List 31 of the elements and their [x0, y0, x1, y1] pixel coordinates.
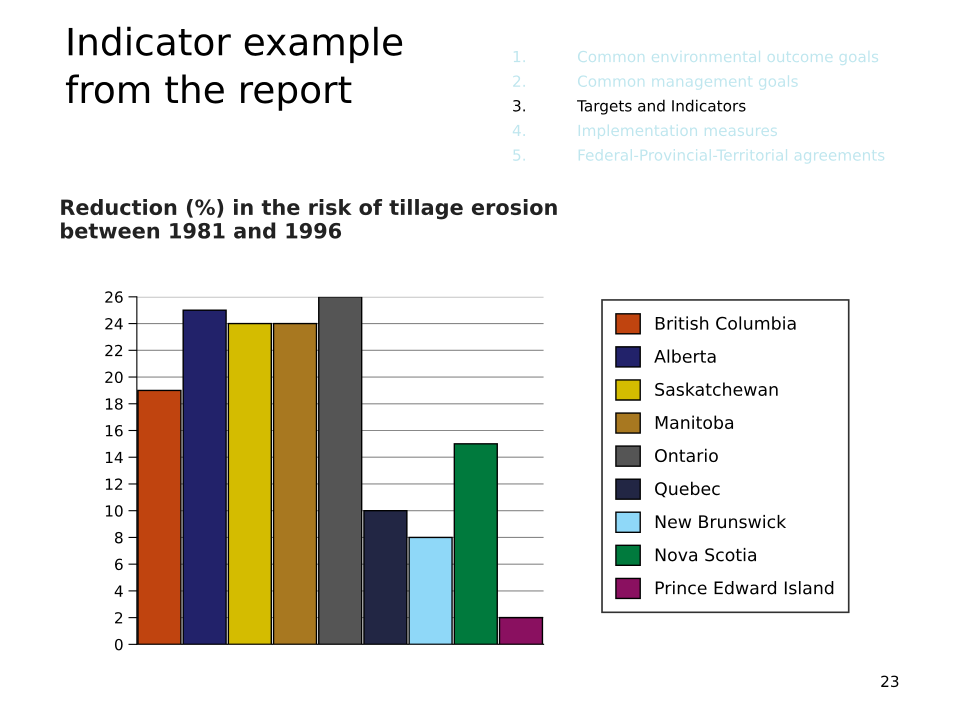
y-tick-label: 26: [105, 291, 123, 303]
y-tick-label: 4: [114, 586, 123, 597]
y-tick-label: 8: [114, 532, 123, 544]
text: 3. Targets and Indicators: [513, 100, 746, 115]
y-tick-label: 0: [114, 638, 123, 650]
text: 4. Implementation measures: [512, 124, 778, 140]
legend-label: Alberta: [654, 349, 716, 363]
legend-label: Quebec: [655, 482, 720, 498]
y-tick-label: 10: [106, 505, 123, 517]
y-tick-label: 24: [105, 318, 123, 330]
y-tick-label: 2: [115, 612, 122, 624]
legend-label: New Brunswick: [656, 514, 786, 528]
legend-label: Ontario: [655, 448, 718, 462]
y-tick-label: 18: [106, 398, 123, 410]
text: 5. Federal-Provincial-Territorial agreements: [513, 148, 884, 164]
y-tick-label: 14: [106, 452, 123, 464]
y-tick-label: 12: [106, 478, 122, 490]
chart-title: Indicator example from the report: [66, 26, 402, 111]
legend-label: Prince Edward Island: [656, 580, 834, 594]
text: 2. Common management goals: [513, 75, 798, 90]
chart-subtitle: Reduction (%) in the risk of tillage erosion between 1981 and 1996: [61, 198, 557, 239]
legend-label: Saskatchewan: [655, 382, 778, 396]
legend-label: Manitoba: [656, 416, 734, 430]
y-tick-label: 6: [115, 558, 123, 570]
text: 23: [881, 676, 898, 688]
y-tick-label: 20: [105, 372, 123, 384]
text: 1. Common environmental outcome goals: [514, 50, 878, 66]
y-tick-label: 16: [106, 424, 123, 437]
legend-label: British Columbia: [656, 316, 796, 330]
legend-label: Nova Scotia: [656, 548, 756, 562]
y-tick-label: 22: [105, 344, 122, 356]
